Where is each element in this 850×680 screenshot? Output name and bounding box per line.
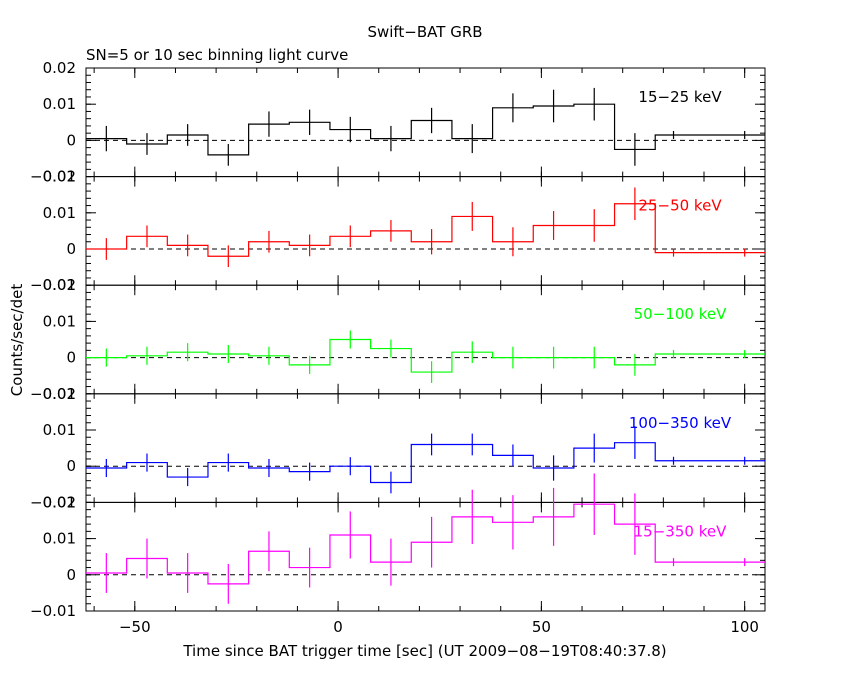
panel-3: −0.01 0 0.01 0.02 50−100 keV	[30, 276, 766, 403]
panels-group: −0.01 0 0.01 0.02 15−25 keV −0.01 0 0.01 0.02 25−…	[30, 59, 766, 636]
y-tick-label: 0.01	[43, 312, 76, 330]
y-tick-label: 0	[66, 240, 76, 258]
panel-5: −0.01 0 0.01 0.02 15−350 keV	[30, 473, 766, 620]
y-tick-label: −0.01	[30, 276, 76, 294]
chart-subtitle: SN=5 or 10 sec binning light curve	[86, 46, 348, 64]
y-tick-label: 0	[66, 566, 76, 584]
y-tick-label: 0.02	[43, 385, 76, 403]
y-tick-label: −0.01	[30, 168, 76, 186]
series-line	[86, 103, 765, 156]
x-tick-label: 100	[730, 618, 759, 636]
y-tick-label: −0.01	[30, 602, 76, 620]
panel-frame	[85, 501, 766, 612]
y-tick-label: −0.01	[30, 493, 76, 511]
x-tick-label: 0	[333, 618, 343, 636]
series-label: 25−50 keV	[638, 197, 722, 215]
series-label: 100−350 keV	[629, 414, 732, 432]
series-line	[86, 338, 765, 373]
series-label: 15−25 keV	[638, 88, 722, 106]
x-tick-label: −50	[119, 618, 151, 636]
chart-title: Swift−BAT GRB	[367, 23, 482, 41]
panel-4: −0.01 0 0.01 0.02 100−350 keV	[30, 385, 766, 511]
series-label: 15−350 keV	[634, 522, 727, 540]
y-tick-label: 0.02	[43, 168, 76, 186]
series-label: 50−100 keV	[634, 305, 727, 323]
y-axis-label: Counts/sec/det	[8, 284, 26, 397]
y-tick-label: 0.02	[43, 276, 76, 294]
x-axis-label: Time since BAT trigger time [sec] (UT 20…	[182, 642, 666, 660]
y-tick-label: 0.01	[43, 204, 76, 222]
x-tick-label: 50	[532, 618, 551, 636]
y-tick-label: 0.02	[43, 59, 76, 77]
series-line	[86, 503, 765, 585]
y-tick-label: 0.02	[43, 493, 76, 511]
y-tick-label: 0	[66, 131, 76, 149]
y-tick-label: 0.01	[43, 95, 76, 113]
y-tick-label: 0.01	[43, 421, 76, 439]
y-tick-label: 0	[66, 349, 76, 367]
y-tick-label: 0	[66, 457, 76, 475]
y-tick-label: 0.01	[43, 530, 76, 548]
y-tick-label: −0.01	[30, 385, 76, 403]
